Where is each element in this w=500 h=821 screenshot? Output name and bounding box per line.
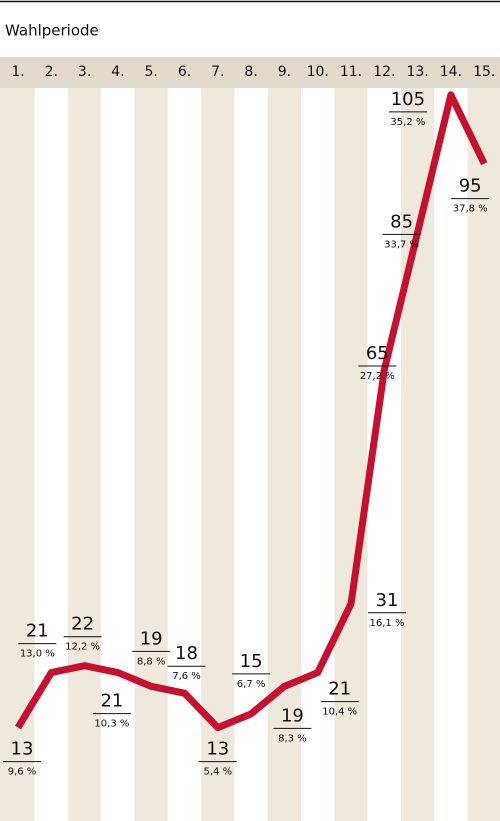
value-label: 105 xyxy=(391,89,425,110)
share-label: 13,0 % xyxy=(20,649,55,660)
chart-title: Wahlperiode xyxy=(5,22,99,40)
share-label: 12,2 % xyxy=(65,642,100,653)
x-tick-label: 5. xyxy=(145,64,158,80)
column-stripe xyxy=(0,88,35,821)
value-label: 21 xyxy=(26,621,49,642)
share-label: 8,8 % xyxy=(137,656,166,667)
column-stripe xyxy=(201,88,235,821)
x-tick-label: 12. xyxy=(373,64,395,80)
x-tick-label: 11. xyxy=(340,64,362,80)
x-tick-label: 13. xyxy=(406,64,428,80)
data-line xyxy=(15,91,488,732)
share-label: 16,1 % xyxy=(370,618,405,629)
value-label: 19 xyxy=(140,628,163,649)
column-stripe xyxy=(101,88,135,821)
share-label: 6,7 % xyxy=(237,679,266,690)
x-tick-label: 3. xyxy=(78,64,91,80)
column-stripe xyxy=(67,88,102,821)
column-stripe xyxy=(134,88,168,821)
share-label: 33,7 % xyxy=(384,239,419,250)
value-label: 65 xyxy=(366,343,389,364)
share-label: 10,3 % xyxy=(94,719,129,730)
x-tick-label: 8. xyxy=(244,64,257,80)
background xyxy=(0,57,500,821)
share-label: 8,3 % xyxy=(278,733,307,744)
column-stripe xyxy=(334,88,368,821)
x-tick-label: 6. xyxy=(178,64,191,80)
x-tick-label: 10. xyxy=(307,64,329,80)
x-tick-label: 9. xyxy=(278,64,291,80)
share-label: 27,2 % xyxy=(360,371,395,382)
value-label: 13 xyxy=(11,739,34,760)
value-label: 85 xyxy=(390,211,413,232)
x-tick-label: 2. xyxy=(45,64,58,80)
share-label: 9,6 % xyxy=(8,767,37,778)
column-stripe xyxy=(167,88,202,821)
column-stripe xyxy=(434,88,468,821)
value-label: 15 xyxy=(240,651,263,672)
share-label: 5,4 % xyxy=(204,767,233,778)
value-label: 22 xyxy=(71,614,94,635)
value-label: 18 xyxy=(175,643,198,664)
header-band xyxy=(0,57,500,88)
share-label: 7,6 % xyxy=(172,671,201,682)
x-tick-label: 15. xyxy=(473,64,495,80)
value-label: 13 xyxy=(206,739,229,760)
column-stripe xyxy=(467,88,500,821)
x-tick-label: 7. xyxy=(211,64,224,80)
column-stripe xyxy=(34,88,68,821)
x-tick-label: 4. xyxy=(111,64,124,80)
value-label: 21 xyxy=(100,691,123,712)
x-tick-label: 14. xyxy=(440,64,462,80)
value-label: 31 xyxy=(376,590,399,611)
column-stripe xyxy=(234,88,268,821)
x-tick-label: 1. xyxy=(11,64,24,80)
column-stripe xyxy=(301,88,335,821)
share-label: 37,8 % xyxy=(453,204,488,215)
share-label: 35,2 % xyxy=(390,117,425,128)
column-stripe xyxy=(400,88,435,821)
value-label: 19 xyxy=(281,705,304,726)
share-label: 10,4 % xyxy=(322,707,357,718)
value-label: 21 xyxy=(328,679,351,700)
value-label: 95 xyxy=(459,176,482,197)
